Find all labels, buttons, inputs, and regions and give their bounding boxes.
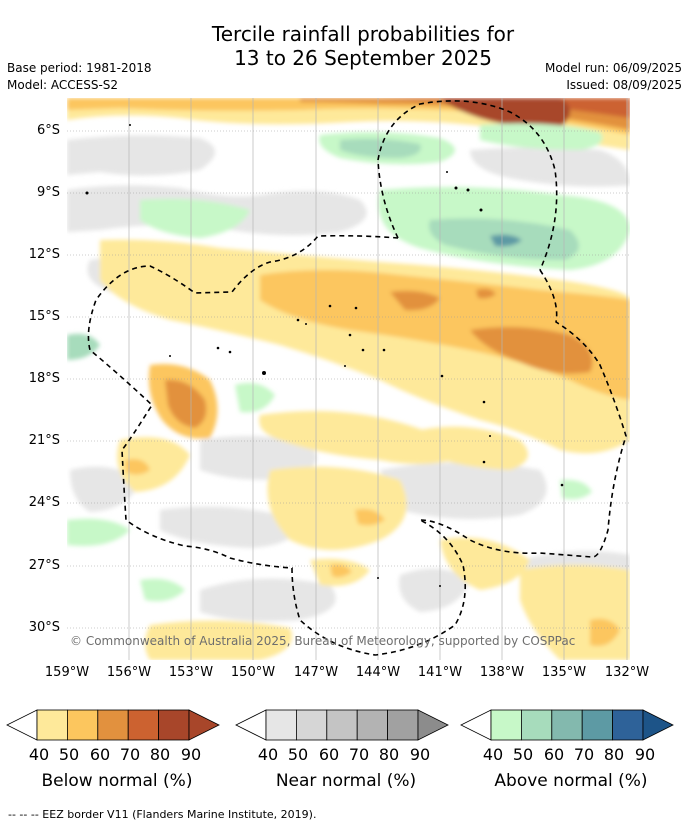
colorbar-segment (36, 709, 68, 741)
legend-tick: 60 (543, 745, 565, 764)
colorbar-segment (612, 709, 644, 741)
colorbar-above-normal (460, 709, 674, 741)
lat-label-15s: 15°S (28, 309, 60, 324)
legend-tick: 90 (634, 745, 656, 764)
colorbar-segment (490, 709, 522, 741)
colorbar-segment (127, 709, 159, 741)
colorbar-extend-high (642, 709, 674, 741)
legend-tick: 50 (287, 745, 309, 764)
colorbar-segment (521, 709, 553, 741)
lon-gridlines (128, 98, 628, 660)
lat-label-12s: 12°S (28, 247, 60, 262)
lon-label-150w: 150°W (230, 665, 276, 680)
model-name: Model: ACCESS-S2 (7, 78, 119, 92)
legend-tick: 80 (603, 745, 625, 764)
legend-tick: 90 (180, 745, 202, 764)
colorbar-segment (97, 709, 129, 741)
meta-left: Base period: 1981-2018 Model: ACCESS-S2 (7, 60, 152, 94)
colorbar-segment (158, 709, 190, 741)
lat-label-18s: 18°S (28, 371, 60, 386)
colorbar-segment (326, 709, 358, 741)
lon-label-141w: 141°W (417, 665, 463, 680)
eez-footnote: -- -- -- EEZ border V11 (Flanders Marine… (8, 808, 317, 821)
colorbar-segment (356, 709, 388, 741)
map-area (67, 98, 630, 660)
colorbar-segment (67, 709, 99, 741)
legend-tick: 40 (28, 745, 50, 764)
legend-tick: 50 (58, 745, 80, 764)
lat-label-9s: 9°S (36, 185, 60, 200)
lon-label-156w: 156°W (106, 665, 152, 680)
lat-label-21s: 21°S (28, 433, 60, 448)
lat-label-30s: 30°S (28, 620, 60, 635)
lon-label-147w: 147°W (293, 665, 339, 680)
legend-tick: 50 (512, 745, 534, 764)
colorbar-near-normal (235, 709, 449, 741)
legend-near-normal: 40 50 60 70 80 90 Near normal (%) (235, 708, 457, 791)
legend-tick: 70 (573, 745, 595, 764)
probability-fields (67, 98, 630, 660)
model-run: Model run: 06/09/2025 (544, 61, 682, 75)
legend-tick: 40 (257, 745, 279, 764)
lat-label-24s: 24°S (28, 495, 60, 510)
legend-tick: 60 (89, 745, 111, 764)
lat-label-27s: 27°S (28, 558, 60, 573)
islands (85, 124, 564, 587)
lat-gridlines (67, 130, 630, 629)
colorbar-segment (387, 709, 419, 741)
lat-label-6s: 6°S (36, 123, 60, 138)
colorbar-segment (265, 709, 297, 741)
legend-title-near-normal: Near normal (%) (275, 771, 417, 791)
lon-label-138w: 138°W (479, 665, 525, 680)
copyright-notice: © Commonwealth of Australia 2025, Bureau… (70, 634, 576, 648)
colorbar-extend-high (188, 709, 220, 741)
legend-tick: 70 (119, 745, 141, 764)
legend-tick: 90 (409, 745, 431, 764)
colorbar-below-normal (6, 709, 220, 741)
legend-tick: 70 (348, 745, 370, 764)
legend-tick: 40 (482, 745, 504, 764)
map-title: Tercile rainfall probabilities for 13 to… (211, 22, 515, 70)
legend-above-normal: 40 50 60 70 80 90 Above normal (%) (460, 708, 682, 791)
colorbar-extend-high (417, 709, 449, 741)
colorbar-segment (551, 709, 583, 741)
legend-tick: 60 (318, 745, 340, 764)
legend-title-above-normal: Above normal (%) (494, 771, 648, 791)
colorbar-segment (296, 709, 328, 741)
legend-below-normal: 40 50 60 70 80 90 Below normal (%) (6, 708, 228, 791)
lon-label-132w: 132°W (604, 665, 650, 680)
lon-label-159w: 159°W (44, 665, 90, 680)
colorbar-extend-low (460, 709, 492, 741)
legend-title-below-normal: Below normal (%) (41, 771, 193, 791)
colorbar-extend-low (6, 709, 38, 741)
meta-right: Model run: 06/09/2025 Issued: 08/09/2025 (545, 60, 682, 94)
lon-label-153w: 153°W (168, 665, 214, 680)
lon-label-135w: 135°W (541, 665, 587, 680)
legend-tick: 80 (378, 745, 400, 764)
eez-borders (87, 100, 627, 656)
base-period: Base period: 1981-2018 (7, 61, 152, 75)
lon-label-144w: 144°W (355, 665, 401, 680)
colorbar-extend-low (235, 709, 267, 741)
issued-date: Issued: 08/09/2025 (566, 78, 682, 92)
colorbar-segment (581, 709, 613, 741)
legend-tick: 80 (149, 745, 171, 764)
